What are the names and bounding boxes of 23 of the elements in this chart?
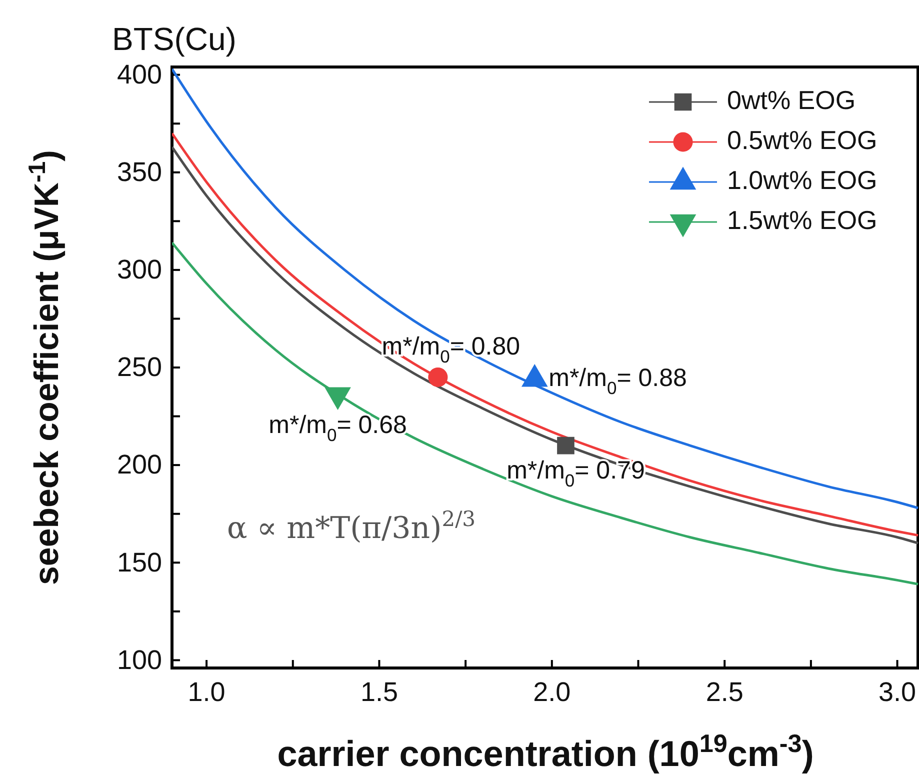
y-tick-label: 200 [116, 450, 162, 480]
x-tick-label: 2.5 [706, 677, 744, 708]
y-tick-label: 100 [116, 644, 162, 675]
y-tick-label: 250 [116, 352, 162, 382]
y-tick-label: 300 [116, 254, 162, 285]
y-tick-label: 350 [116, 157, 162, 188]
x-tick-label: 2.0 [533, 677, 571, 708]
line-series [172, 241, 919, 586]
x-tick-label: 1.0 [188, 677, 226, 708]
legend-label: 0.5wt% EOG [727, 124, 878, 155]
y-tick-label: 400 [116, 59, 162, 90]
x-axis-title: carrier concentration (10$^{19}$cm$^{-3}$) [277, 730, 814, 774]
annotation: α ∝ m*T(π/3n)$^{2/3}$ [227, 507, 476, 546]
x-tick-label: 1.5 [360, 677, 398, 708]
annotation: m*/m$_{0}$= 0.88 [548, 364, 687, 398]
legend-label: 1.0wt% EOG [727, 164, 878, 195]
chart-title: BTS(Cu) [112, 21, 236, 57]
y-tick-label: 150 [116, 547, 162, 578]
x-tick-label: 3.0 [878, 677, 916, 708]
annotation: m*/m$_{0}$= 0.79 [506, 456, 645, 490]
legend-label: 1.5wt% EOG [727, 204, 878, 235]
line-series [172, 68, 919, 510]
legend-label: 0wt% EOG [727, 84, 856, 115]
